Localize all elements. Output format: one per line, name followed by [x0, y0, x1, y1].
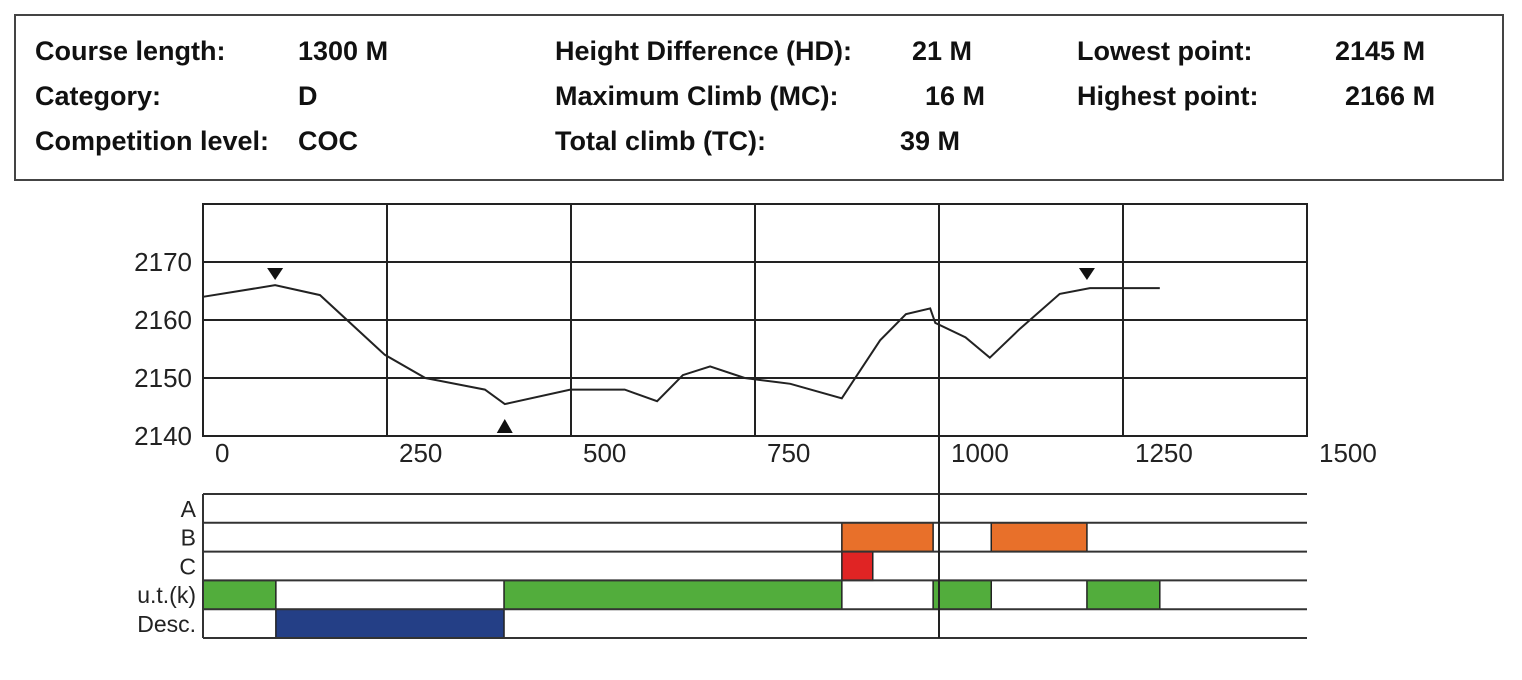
x-tick-label: 1000: [951, 438, 1009, 468]
course-length-label: Course length:: [35, 36, 226, 66]
highest-point-marker: [1078, 268, 1095, 280]
x-tick-label: 250: [399, 438, 442, 468]
y-tick-label: 2140: [134, 421, 192, 451]
course-length-value: 1300 M: [298, 36, 388, 66]
total-climb-label: Total climb (TC):: [555, 126, 766, 156]
x-tick-label: 750: [767, 438, 810, 468]
x-tick-label: 1250: [1135, 438, 1193, 468]
total-climb-value: 39 M: [900, 126, 960, 156]
highest-point-value: 2166 M: [1345, 81, 1435, 111]
bar-segment: [275, 608, 505, 639]
info-box-border: [14, 14, 1504, 181]
row-label: u.t.(k): [137, 582, 196, 608]
course-info-box: Course length: 1300 M Category: D Compet…: [14, 14, 1504, 181]
bar-segment: [841, 550, 874, 582]
height-difference-label: Height Difference (HD):: [555, 36, 852, 66]
y-tick-label: 2150: [134, 363, 192, 393]
bar-segment: [202, 579, 277, 610]
bar-segment: [932, 579, 993, 610]
category-value: D: [298, 81, 318, 111]
elevation-profile-plot: 2140 2150 2160 2170 0 250 500 750 1000 1250 1500: [134, 203, 1377, 468]
y-tick-label: 2170: [134, 247, 192, 277]
lowest-point-label: Lowest point:: [1077, 36, 1252, 66]
bar-segment: [503, 579, 843, 610]
bar-segment: [841, 522, 934, 553]
height-difference-value: 21 M: [912, 36, 972, 66]
competition-level-value: COC: [298, 126, 358, 156]
lowest-point-marker: [496, 419, 513, 433]
x-tick-label: 0: [215, 438, 229, 468]
highest-point-label: Highest point:: [1077, 81, 1258, 111]
row-label: C: [179, 553, 196, 579]
row-label: Desc.: [137, 611, 196, 637]
category-label: Category:: [35, 81, 161, 111]
highest-point-marker: [267, 268, 284, 280]
bar-segment: [990, 522, 1088, 553]
plot-frame: [202, 203, 1308, 437]
competition-level-label: Competition level:: [35, 126, 269, 156]
y-tick-label: 2160: [134, 305, 192, 335]
lowest-point-value: 2145 M: [1335, 36, 1425, 66]
x-tick-label: 500: [583, 438, 626, 468]
row-label: B: [181, 525, 196, 551]
elevation-profile-line: [202, 284, 1160, 406]
x-tick-label: 1500: [1319, 438, 1377, 468]
bar-segment: [1086, 579, 1161, 610]
row-label: A: [181, 496, 197, 522]
maximum-climb-label: Maximum Climb (MC):: [555, 81, 839, 111]
maximum-climb-value: 16 M: [925, 81, 985, 111]
